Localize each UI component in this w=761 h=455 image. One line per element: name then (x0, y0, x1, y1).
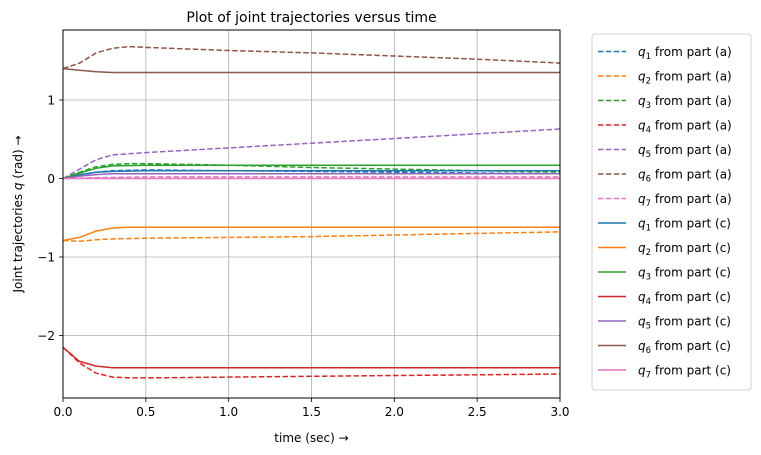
legend-label: q3 from part (c) (638, 266, 731, 283)
series-line-q2-part-a (62, 231, 561, 243)
series-line-q4-part-a (62, 346, 561, 379)
x-axis-label: time (sec) → (274, 431, 348, 445)
x-tick-label: 1.0 (219, 405, 238, 419)
legend-label: q6 from part (a) (638, 168, 732, 185)
y-axis-ticks: −2 −1 0 1 (37, 94, 63, 343)
x-tick-label: 2.5 (468, 405, 487, 419)
x-tick-label: 0.5 (136, 405, 155, 419)
legend: q1 from part (a) q2 from part (a) q3 from … (591, 33, 752, 391)
legend-label: q3 from part (a) (638, 94, 732, 111)
y-tick-label: −2 (37, 329, 55, 343)
chart-title: Plot of joint trajectories versus time (186, 10, 436, 26)
series-line-q4-part-c (62, 346, 560, 369)
legend-label: q4 from part (c) (638, 290, 731, 307)
series-line-q6-part-c (62, 67, 560, 74)
legend-label: q6 from part (c) (638, 339, 731, 356)
y-tick-label: 1 (47, 94, 55, 108)
legend-label: q7 from part (a) (638, 192, 732, 209)
legend-label: q7 from part (c) (638, 364, 731, 381)
series-line-q1-part-c (62, 169, 560, 180)
y-tick-label: −1 (37, 251, 55, 265)
series-line-q3-part-c (62, 164, 560, 180)
grid-lines (62, 30, 561, 398)
x-tick-label: 1.5 (302, 405, 321, 419)
legend-label: q5 from part (a) (638, 143, 732, 160)
legend-label: q4 from part (a) (638, 119, 732, 136)
legend-label: q1 from part (c) (638, 217, 731, 234)
y-tick-label: 0 (47, 172, 55, 186)
legend-frame (591, 33, 752, 391)
series-line-q2-part-c (62, 226, 560, 242)
x-tick-label: 2.0 (385, 405, 404, 419)
legend-label: q5 from part (c) (638, 315, 731, 332)
legend-entries: q1 from part (a) q2 from part (a) q3 from … (598, 45, 732, 381)
y-axis-label: Joint trajectories q (rad) → (11, 136, 25, 294)
series-line-q5-part-a (62, 128, 561, 180)
legend-label: q2 from part (a) (638, 70, 732, 87)
x-tick-label: 0.0 (53, 405, 72, 419)
series-line-q5-part-c (62, 173, 560, 180)
series-line-q6-part-a (62, 45, 561, 70)
legend-label: q2 from part (c) (638, 241, 731, 258)
legend-label: q1 from part (a) (638, 45, 732, 62)
x-tick-label: 3.0 (550, 405, 569, 419)
x-axis-ticks: 0.0 0.5 1.0 1.5 2.0 2.5 3.0 (53, 398, 570, 419)
series-lines (62, 45, 561, 379)
series-line-q7-part-a (62, 176, 560, 180)
